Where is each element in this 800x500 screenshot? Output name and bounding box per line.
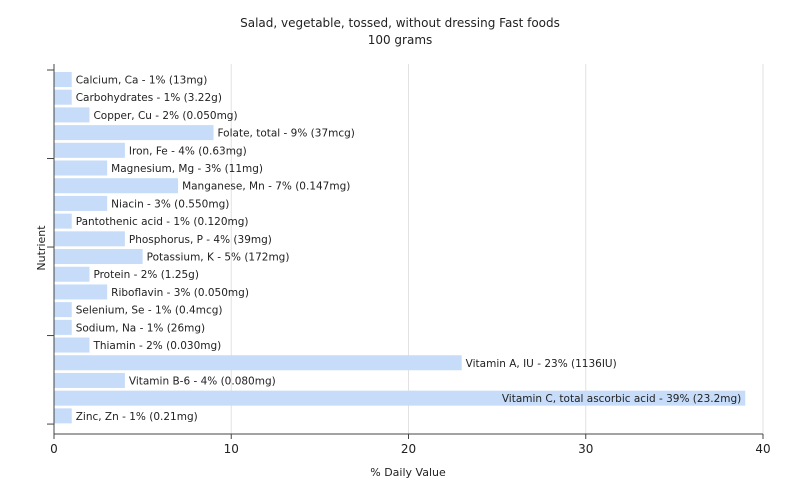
bar [54,213,72,229]
x-tick-label: 30 [578,442,593,456]
bar-label: Niacin - 3% (0.550mg) [111,198,229,210]
bar [54,160,108,176]
bar [54,266,90,282]
bar-label: Zinc, Zn - 1% (0.21mg) [76,411,198,423]
x-tick-label: 10 [224,442,239,456]
bar [54,89,72,105]
bar [54,195,108,211]
bar-label: Calcium, Ca - 1% (13mg) [76,75,208,87]
bar [54,390,746,406]
bar [54,142,125,158]
bar-label: Pantothenic acid - 1% (0.120mg) [76,216,249,228]
bar [54,125,214,141]
x-tick-label: 40 [755,442,770,456]
bar-label: Phosphorus, P - 4% (39mg) [129,234,272,246]
bar-label: Carbohydrates - 1% (3.22g) [76,92,222,104]
bar-label: Riboflavin - 3% (0.050mg) [111,287,249,299]
bar-label: Folate, total - 9% (37mcg) [218,128,355,140]
bar-label: Potassium, K - 5% (172mg) [147,252,290,264]
bar [54,249,143,265]
bar-label: Thiamin - 2% (0.030mg) [92,340,221,352]
chart-subtitle: 100 grams [368,33,433,47]
bar [54,372,125,388]
plot-area: 0 10 20 30 40 Calcium, Ca - 1% (13mg) Carbohyd… [47,64,771,456]
x-tick-label: 20 [401,442,416,456]
bar [54,302,72,318]
chart-title: Salad, vegetable, tossed, without dressi… [240,16,560,30]
x-axis-title: % Daily Value [370,466,446,479]
bar [54,284,108,300]
bar-label: Vitamin C, total ascorbic acid - 39% (23… [502,393,741,405]
bar-label: Magnesium, Mg - 3% (11mg) [111,163,263,175]
bar-label: Sodium, Na - 1% (26mg) [76,322,205,334]
x-tick-label: 0 [50,442,58,456]
bar [54,355,462,371]
bar-label: Copper, Cu - 2% (0.050mg) [93,110,237,122]
bar [54,178,179,194]
bar [54,107,90,123]
bar [54,231,125,247]
bar-label: Vitamin A, IU - 23% (1136IU) [466,358,617,370]
bar-label: Vitamin B-6 - 4% (0.080mg) [129,375,276,387]
bar [54,337,90,353]
y-axis-title: Nutrient [35,225,48,271]
bar [54,319,72,335]
bar-label: Selenium, Se - 1% (0.4mcg) [76,305,223,317]
bar-label: Protein - 2% (1.25g) [93,269,199,281]
bar-label: Iron, Fe - 4% (0.63mg) [129,145,247,157]
bar [54,72,72,87]
bar [54,408,72,424]
bar-label: Manganese, Mn - 7% (0.147mg) [182,181,350,193]
